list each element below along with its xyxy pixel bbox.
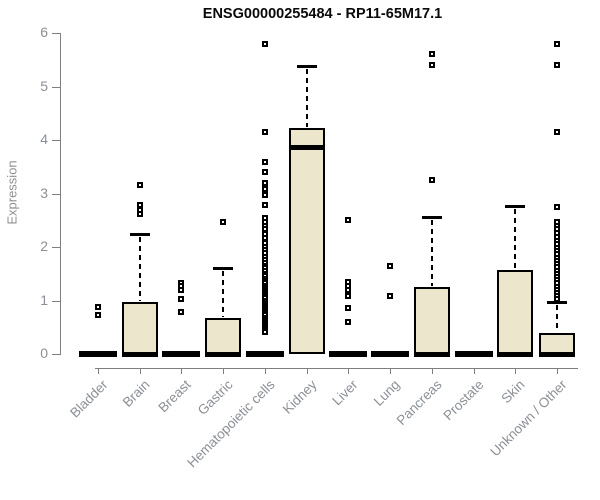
whisker-cap bbox=[296, 65, 317, 69]
outlier-point bbox=[220, 218, 227, 225]
y-axis-tick bbox=[52, 193, 60, 195]
upper-whisker bbox=[430, 219, 433, 287]
outlier-point bbox=[428, 177, 435, 184]
y-tick-label: 1 bbox=[40, 291, 48, 308]
whisker-cap bbox=[421, 215, 442, 219]
median-line bbox=[205, 352, 242, 357]
collapsed-box bbox=[245, 351, 284, 357]
outlier-point bbox=[345, 318, 352, 325]
outlier-point bbox=[345, 217, 352, 224]
collapsed-box bbox=[329, 351, 368, 357]
whisker-cap bbox=[129, 232, 150, 236]
iqr-box bbox=[205, 317, 242, 354]
outlier-point bbox=[428, 62, 435, 69]
outlier-point bbox=[345, 286, 352, 293]
outlier-point bbox=[261, 128, 268, 135]
iqr-box bbox=[288, 128, 325, 354]
whisker-cap bbox=[547, 301, 568, 305]
outlier-point bbox=[261, 329, 268, 336]
outlier-point bbox=[428, 51, 435, 58]
x-axis-tick bbox=[557, 368, 559, 374]
outlier-point bbox=[261, 186, 268, 193]
x-axis-tick bbox=[348, 368, 350, 374]
x-axis-tick bbox=[181, 368, 183, 374]
outlier-point bbox=[136, 182, 143, 189]
upper-whisker bbox=[556, 305, 559, 332]
outlier-point bbox=[554, 62, 561, 69]
outlier-point bbox=[261, 159, 268, 166]
outlier-point bbox=[387, 262, 394, 269]
outlier-point bbox=[178, 295, 185, 302]
upper-whisker bbox=[222, 271, 225, 317]
y-tick-label: 2 bbox=[40, 238, 48, 254]
outlier-point bbox=[95, 303, 101, 310]
median-line bbox=[413, 352, 450, 357]
y-axis-tick bbox=[52, 300, 60, 302]
outlier-point bbox=[345, 304, 352, 311]
y-axis-tick bbox=[52, 354, 60, 355]
upper-whisker bbox=[305, 69, 308, 128]
outlier-point bbox=[554, 128, 561, 135]
outlier-point bbox=[178, 286, 185, 293]
y-tick-label: 5 bbox=[40, 77, 48, 94]
upper-whisker bbox=[138, 236, 141, 301]
y-axis-tick bbox=[52, 86, 60, 88]
iqr-box bbox=[539, 332, 576, 354]
collapsed-box bbox=[371, 351, 410, 357]
outlier-point bbox=[178, 308, 185, 315]
x-axis-tick bbox=[98, 368, 99, 374]
outlier-point bbox=[261, 169, 268, 176]
collapsed-box bbox=[162, 351, 201, 357]
y-axis-tick bbox=[52, 140, 60, 141]
y-tick-label: 0 bbox=[40, 345, 48, 361]
x-axis-line bbox=[95, 368, 578, 369]
median-line bbox=[497, 352, 534, 357]
iqr-box bbox=[121, 301, 158, 354]
median-line bbox=[121, 352, 158, 357]
outlier-point bbox=[554, 296, 561, 303]
outlier-point bbox=[261, 201, 268, 208]
outlier-point bbox=[136, 210, 143, 217]
upper-whisker bbox=[514, 209, 517, 269]
x-axis-tick bbox=[139, 368, 141, 374]
x-axis-tick bbox=[264, 368, 266, 374]
whisker-cap bbox=[213, 267, 234, 271]
y-tick-label: 4 bbox=[40, 131, 48, 147]
outlier-point bbox=[95, 311, 101, 318]
outlier-point bbox=[387, 293, 394, 300]
iqr-box bbox=[497, 270, 534, 354]
x-axis-tick bbox=[223, 368, 225, 374]
y-tick-label: 3 bbox=[40, 184, 48, 201]
y-axis-tick bbox=[52, 247, 60, 248]
outlier-point bbox=[554, 203, 561, 210]
x-axis-tick bbox=[431, 368, 433, 374]
median-line bbox=[539, 352, 576, 357]
x-axis-tick bbox=[473, 368, 475, 374]
outlier-point bbox=[261, 40, 268, 47]
outlier-point bbox=[261, 192, 268, 199]
y-axis-line bbox=[60, 33, 61, 355]
whisker-cap bbox=[505, 205, 526, 209]
outlier-point bbox=[261, 179, 268, 186]
outlier-point bbox=[554, 40, 561, 47]
x-axis-tick bbox=[390, 368, 392, 374]
y-tick-label: 6 bbox=[40, 24, 48, 40]
outlier-point bbox=[345, 293, 352, 300]
chart-title: ENSG00000255484 - RP11-65M17.1 bbox=[202, 6, 443, 22]
y-axis-tick bbox=[52, 33, 60, 34]
collapsed-box bbox=[454, 351, 493, 357]
median-line bbox=[288, 144, 325, 150]
x-axis-tick bbox=[515, 368, 517, 374]
x-axis-tick bbox=[306, 368, 308, 374]
iqr-box bbox=[413, 287, 450, 354]
collapsed-box bbox=[79, 351, 117, 357]
